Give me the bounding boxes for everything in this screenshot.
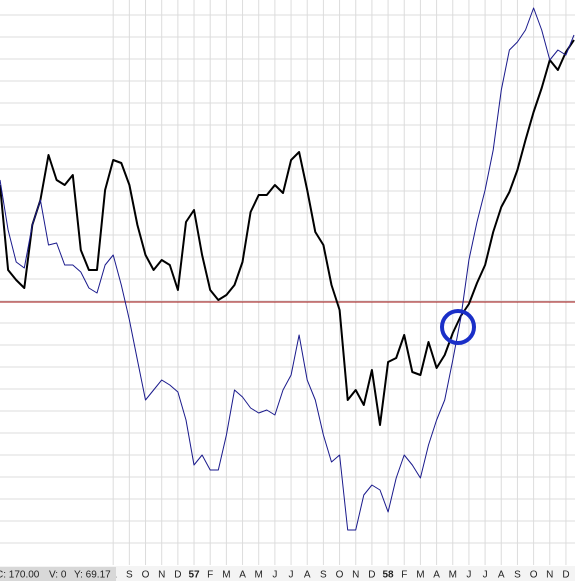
x-tick-label: D — [368, 570, 375, 581]
x-tick-label: O — [142, 570, 150, 581]
x-tick-label: A — [304, 570, 311, 581]
x-tick-label: D — [562, 570, 569, 581]
x-axis-strip — [0, 566, 575, 581]
series-line — [0, 7, 575, 531]
x-tick-label: M — [449, 570, 457, 581]
x-tick-label: S — [320, 570, 327, 581]
readout-close: C: 170.00 — [0, 570, 40, 581]
x-tick-label: N — [546, 570, 553, 581]
x-tick-label: M — [416, 570, 424, 581]
x-tick-label: O — [530, 570, 538, 581]
x-tick-label: S — [514, 570, 521, 581]
x-tick-label: A — [498, 570, 505, 581]
x-tick-label: O — [336, 570, 344, 581]
x-tick-label: N — [158, 570, 165, 581]
x-tick-label: M — [222, 570, 230, 581]
x-tick-label: M — [255, 570, 263, 581]
x-tick-label: N — [352, 570, 359, 581]
highlight-circle — [440, 309, 476, 345]
x-tick-label: J — [483, 570, 488, 581]
x-tick-label: 57 — [188, 570, 200, 581]
plot — [0, 7, 575, 531]
x-tick-label: F — [207, 570, 213, 581]
x-tick-label: A — [239, 570, 246, 581]
series-line — [0, 39, 575, 426]
readout-volume: V: 0 — [49, 570, 67, 581]
x-tick-label: J — [289, 570, 294, 581]
x-tick-label: D — [174, 570, 181, 581]
grid — [0, 0, 575, 565]
x-tick-label: J — [466, 570, 471, 581]
readout-y: Y: 69.17 — [74, 570, 111, 581]
x-tick-label: S — [126, 570, 133, 581]
x-tick-label: J — [272, 570, 277, 581]
x-axis: ASOND57FMAMJJASOND58FMAMJJASOND — [110, 570, 570, 581]
x-tick-label: A — [433, 570, 440, 581]
x-tick-label: 58 — [383, 570, 395, 581]
readout-box — [0, 567, 116, 581]
x-tick-label: F — [401, 570, 407, 581]
